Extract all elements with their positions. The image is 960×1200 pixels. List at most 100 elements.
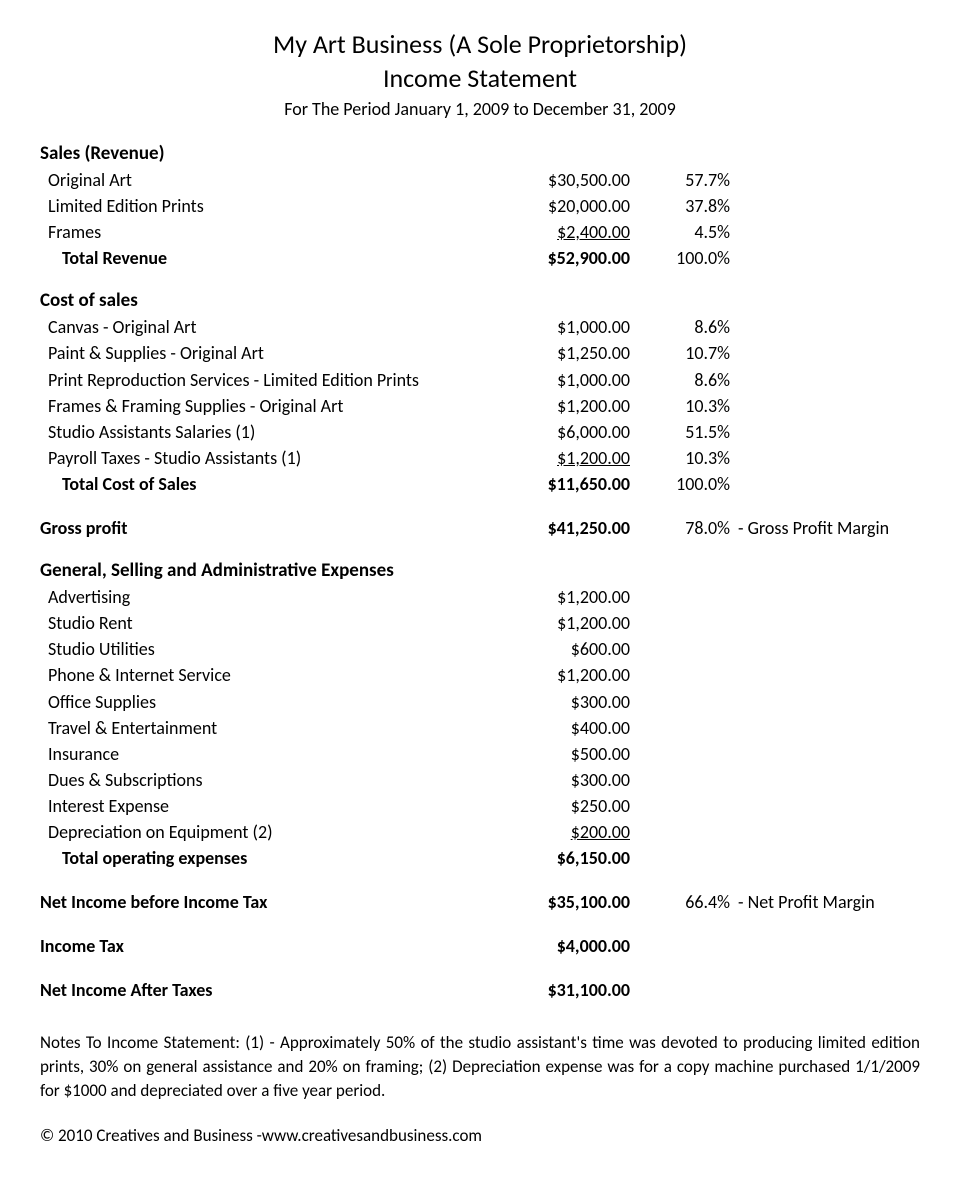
line-item-pct: 4.5% — [630, 219, 730, 245]
line-item-row: Travel & Entertainment$400.00 — [40, 715, 920, 741]
line-item-pct: 10.3% — [630, 393, 730, 419]
gross-profit-pct: 78.0% — [630, 515, 730, 541]
line-item-row: Studio Rent$1,200.00 — [40, 610, 920, 636]
line-item-amount: $1,250.00 — [460, 340, 630, 366]
line-item-row: Limited Edition Prints$20,000.0037.8% — [40, 193, 920, 219]
line-item-amount: $300.00 — [460, 689, 630, 715]
document-title: Income Statement — [40, 62, 920, 94]
cost-heading: Cost of sales — [40, 289, 920, 312]
net-after-tax-row: Net Income After Taxes $31,100.00 — [40, 977, 920, 1003]
line-item-label: Frames & Framing Supplies - Original Art — [40, 393, 460, 419]
income-statement: My Art Business (A Sole Proprietorship) … — [0, 0, 960, 1176]
line-item-amount: $250.00 — [460, 793, 630, 819]
line-item-row: Phone & Internet Service$1,200.00 — [40, 662, 920, 688]
notes-text: Notes To Income Statement: (1) - Approxi… — [40, 1031, 920, 1102]
cost-items: Canvas - Original Art$1,000.008.6%Paint … — [40, 314, 920, 471]
document-header: My Art Business (A Sole Proprietorship) … — [40, 28, 920, 120]
line-item-pct: 8.6% — [630, 367, 730, 393]
line-item-pct: 10.3% — [630, 445, 730, 471]
line-item-label: Advertising — [40, 584, 460, 610]
line-item-label: Studio Rent — [40, 610, 460, 636]
total-cost-row: Total Cost of Sales $11,650.00 100.0% — [40, 471, 920, 497]
line-item-row: Canvas - Original Art$1,000.008.6% — [40, 314, 920, 340]
line-item-amount: $1,200.00 — [460, 393, 630, 419]
total-cost-amount: $11,650.00 — [460, 471, 630, 497]
net-before-tax-row: Net Income before Income Tax $35,100.00 … — [40, 889, 920, 915]
line-item-label: Office Supplies — [40, 689, 460, 715]
line-item-row: Payroll Taxes - Studio Assistants (1)$1,… — [40, 445, 920, 471]
net-before-tax-note: - Net Profit Margin — [730, 889, 920, 915]
gross-profit-row: Gross profit $41,250.00 78.0% - Gross Pr… — [40, 515, 920, 541]
copyright-text: © 2010 Creatives and Business -www.creat… — [40, 1125, 920, 1146]
line-item-label: Phone & Internet Service — [40, 662, 460, 688]
line-item-label: Paint & Supplies - Original Art — [40, 340, 460, 366]
line-item-amount: $600.00 — [460, 636, 630, 662]
line-item-amount: $30,500.00 — [460, 167, 630, 193]
line-item-label: Canvas - Original Art — [40, 314, 460, 340]
line-item-row: Depreciation on Equipment (2)$200.00 — [40, 819, 920, 845]
total-revenue-amount: $52,900.00 — [460, 245, 630, 271]
sales-heading: Sales (Revenue) — [40, 142, 920, 165]
line-item-label: Studio Utilities — [40, 636, 460, 662]
income-tax-label: Income Tax — [40, 933, 460, 959]
total-revenue-row: Total Revenue $52,900.00 100.0% — [40, 245, 920, 271]
line-item-pct: 10.7% — [630, 340, 730, 366]
line-item-amount: $400.00 — [460, 715, 630, 741]
line-item-amount: $2,400.00 — [460, 219, 630, 245]
net-before-tax-amount: $35,100.00 — [460, 889, 630, 915]
line-item-label: Studio Assistants Salaries (1) — [40, 419, 460, 445]
line-item-pct: 51.5% — [630, 419, 730, 445]
line-item-label: Frames — [40, 219, 460, 245]
line-item-amount: $500.00 — [460, 741, 630, 767]
net-after-tax-amount: $31,100.00 — [460, 977, 630, 1003]
total-revenue-pct: 100.0% — [630, 245, 730, 271]
line-item-row: Advertising$1,200.00 — [40, 584, 920, 610]
line-item-label: Depreciation on Equipment (2) — [40, 819, 460, 845]
line-item-amount: $1,200.00 — [460, 584, 630, 610]
line-item-pct: 8.6% — [630, 314, 730, 340]
total-cost-label: Total Cost of Sales — [40, 471, 460, 497]
total-expenses-label: Total operating expenses — [40, 845, 460, 871]
line-item-label: Original Art — [40, 167, 460, 193]
sales-items: Original Art$30,500.0057.7%Limited Editi… — [40, 167, 920, 245]
line-item-label: Dues & Subscriptions — [40, 767, 460, 793]
net-after-tax-label: Net Income After Taxes — [40, 977, 460, 1003]
line-item-row: Paint & Supplies - Original Art$1,250.00… — [40, 340, 920, 366]
total-revenue-label: Total Revenue — [40, 245, 460, 271]
line-item-label: Interest Expense — [40, 793, 460, 819]
line-item-pct: 37.8% — [630, 193, 730, 219]
line-item-row: Studio Assistants Salaries (1)$6,000.005… — [40, 419, 920, 445]
line-item-row: Original Art$30,500.0057.7% — [40, 167, 920, 193]
line-item-label: Insurance — [40, 741, 460, 767]
line-item-amount: $1,200.00 — [460, 445, 630, 471]
line-item-amount: $300.00 — [460, 767, 630, 793]
line-item-row: Print Reproduction Services - Limited Ed… — [40, 367, 920, 393]
line-item-row: Frames$2,400.004.5% — [40, 219, 920, 245]
gross-profit-label: Gross profit — [40, 515, 460, 541]
period: For The Period January 1, 2009 to Decemb… — [40, 98, 920, 120]
line-item-row: Interest Expense$250.00 — [40, 793, 920, 819]
income-tax-row: Income Tax $4,000.00 — [40, 933, 920, 959]
line-item-row: Office Supplies$300.00 — [40, 689, 920, 715]
line-item-amount: $20,000.00 — [460, 193, 630, 219]
line-item-row: Studio Utilities$600.00 — [40, 636, 920, 662]
line-item-label: Limited Edition Prints — [40, 193, 460, 219]
gross-profit-note: - Gross Profit Margin — [730, 515, 920, 541]
line-item-pct: 57.7% — [630, 167, 730, 193]
line-item-amount: $1,000.00 — [460, 367, 630, 393]
line-item-amount: $6,000.00 — [460, 419, 630, 445]
line-item-label: Travel & Entertainment — [40, 715, 460, 741]
total-expenses-row: Total operating expenses $6,150.00 — [40, 845, 920, 871]
line-item-label: Payroll Taxes - Studio Assistants (1) — [40, 445, 460, 471]
total-cost-pct: 100.0% — [630, 471, 730, 497]
line-item-amount: $200.00 — [460, 819, 630, 845]
net-before-tax-pct: 66.4% — [630, 889, 730, 915]
line-item-row: Insurance$500.00 — [40, 741, 920, 767]
expenses-heading: General, Selling and Administrative Expe… — [40, 559, 920, 582]
line-item-label: Print Reproduction Services - Limited Ed… — [40, 367, 460, 393]
total-expenses-amount: $6,150.00 — [460, 845, 630, 871]
gross-profit-amount: $41,250.00 — [460, 515, 630, 541]
company-name: My Art Business (A Sole Proprietorship) — [40, 28, 920, 60]
net-before-tax-label: Net Income before Income Tax — [40, 889, 460, 915]
income-tax-amount: $4,000.00 — [460, 933, 630, 959]
